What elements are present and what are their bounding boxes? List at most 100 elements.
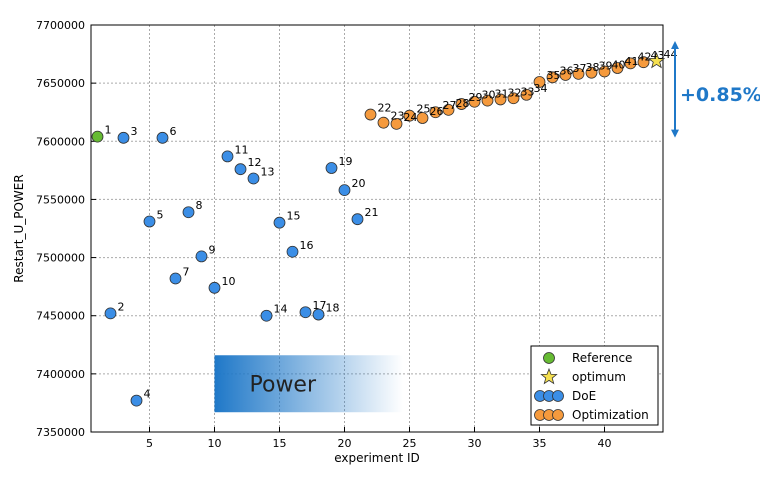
x-tick-label: 35 bbox=[533, 437, 547, 450]
doe-point-label: 2 bbox=[118, 300, 125, 313]
doe-point-label: 14 bbox=[274, 303, 288, 316]
optimization-point-label: 24 bbox=[404, 111, 418, 124]
legend-optimum-marker bbox=[540, 367, 558, 385]
legend: Reference optimum DoE Optimization bbox=[530, 345, 659, 426]
optimization-point-label: 38 bbox=[586, 61, 600, 74]
doe-marker bbox=[169, 272, 182, 285]
doe-point-label: 6 bbox=[170, 125, 177, 138]
x-tick-label: 30 bbox=[468, 437, 482, 450]
doe-point-label: 4 bbox=[144, 388, 151, 401]
y-tick-label: 7700000 bbox=[36, 19, 85, 32]
optimization-marker bbox=[364, 108, 377, 121]
legend-reference-label: Reference bbox=[572, 351, 632, 365]
optimization-marker bbox=[572, 67, 585, 80]
x-tick-label: 20 bbox=[338, 437, 352, 450]
y-tick-label: 7500000 bbox=[36, 252, 85, 265]
x-tick-label: 10 bbox=[208, 437, 222, 450]
legend-doe-marker bbox=[552, 390, 564, 402]
data-points bbox=[91, 51, 666, 407]
doe-marker bbox=[273, 216, 286, 229]
optimization-marker bbox=[546, 71, 559, 84]
optimization-marker bbox=[468, 95, 481, 108]
optimization-marker bbox=[624, 57, 637, 70]
doe-point-label: 16 bbox=[300, 239, 314, 252]
doe-marker bbox=[234, 163, 247, 176]
y-tick-label: 7350000 bbox=[36, 426, 85, 439]
legend-reference-marker bbox=[543, 352, 555, 364]
optimization-point-label: 35 bbox=[547, 69, 561, 82]
doe-marker bbox=[286, 245, 299, 258]
optimization-marker bbox=[377, 116, 390, 129]
optimization-point-label: 39 bbox=[599, 60, 613, 73]
optimization-marker bbox=[585, 66, 598, 79]
doe-point-label: 18 bbox=[326, 302, 340, 315]
doe-marker bbox=[338, 184, 351, 197]
optimization-point-label: 25 bbox=[417, 103, 431, 116]
doe-marker bbox=[260, 309, 273, 322]
optimization-point-label: 40 bbox=[612, 59, 626, 72]
doe-marker bbox=[130, 394, 143, 407]
optimization-marker bbox=[455, 98, 468, 110]
doe-point-label: 12 bbox=[248, 156, 262, 169]
optimization-marker bbox=[637, 56, 650, 69]
optimization-marker bbox=[403, 109, 416, 122]
doe-marker bbox=[195, 250, 208, 263]
optimization-point-label: 36 bbox=[560, 64, 574, 77]
optimization-point-label: 42 bbox=[638, 50, 652, 63]
power-banner-label: Power bbox=[250, 373, 317, 398]
doe-marker bbox=[143, 215, 156, 228]
optimization-point-label: 34 bbox=[534, 82, 548, 95]
doe-marker bbox=[325, 162, 338, 174]
optimization-marker bbox=[520, 88, 533, 101]
doe-marker bbox=[182, 206, 195, 219]
doe-point-label: 20 bbox=[352, 177, 366, 190]
plot-frame bbox=[90, 24, 664, 433]
doe-point-label: 19 bbox=[339, 155, 353, 168]
power-banner: Power bbox=[214, 355, 403, 413]
legend-doe-label: DoE bbox=[572, 389, 596, 403]
legend-optimum-label: optimum bbox=[572, 370, 626, 384]
doe-marker bbox=[221, 150, 234, 163]
doe-marker bbox=[208, 281, 221, 294]
y-tick-label: 7400000 bbox=[36, 368, 85, 381]
doe-point-label: 9 bbox=[209, 243, 216, 256]
optimization-point-label: 26 bbox=[430, 105, 444, 118]
optimization-marker bbox=[598, 65, 611, 78]
doe-marker bbox=[299, 306, 312, 319]
y-tick-label: 7600000 bbox=[36, 135, 85, 148]
doe-point-label: 3 bbox=[131, 125, 138, 138]
doe-point-label: 17 bbox=[313, 299, 327, 312]
doe-point-label: 11 bbox=[235, 143, 249, 156]
legend-optimization-label: Optimization bbox=[572, 408, 649, 422]
reference-marker bbox=[91, 130, 104, 143]
y-tick-label: 7450000 bbox=[36, 310, 85, 323]
optimization-point-label: 43 bbox=[651, 49, 665, 62]
doe-point-label: 13 bbox=[261, 165, 275, 178]
axis-ticks: 5 10 15 20 25 30 35 407350000740000074500007500… bbox=[36, 19, 612, 450]
optimization-marker bbox=[429, 106, 442, 119]
optimization-marker bbox=[559, 69, 572, 81]
doe-marker bbox=[156, 131, 169, 144]
optimization-point-label: 41 bbox=[625, 55, 639, 68]
optimization-point-label: 28 bbox=[456, 97, 470, 110]
x-tick-label: 25 bbox=[403, 437, 417, 450]
doe-marker bbox=[312, 308, 325, 321]
optimization-marker bbox=[416, 112, 429, 124]
optimization-point-label: 22 bbox=[378, 102, 392, 115]
optimization-marker bbox=[507, 92, 520, 105]
optimization-point-label: 33 bbox=[521, 85, 535, 98]
optimization-marker bbox=[481, 94, 494, 107]
x-axis-label: experiment ID bbox=[334, 451, 420, 465]
doe-point-label: 15 bbox=[287, 210, 301, 223]
y-tick-label: 7650000 bbox=[36, 77, 85, 90]
doe-marker bbox=[247, 172, 260, 185]
optimization-point-label: 23 bbox=[391, 110, 405, 123]
gain-annotation: +0.85% bbox=[671, 41, 760, 138]
x-tick-label: 15 bbox=[273, 437, 287, 450]
power-banner-rect bbox=[214, 355, 403, 413]
optimization-marker bbox=[533, 76, 546, 88]
x-tick-label: 5 bbox=[146, 437, 153, 450]
optimization-point-label: 37 bbox=[573, 62, 587, 75]
doe-marker bbox=[351, 213, 364, 226]
gain-label: +0.85% bbox=[680, 84, 760, 106]
